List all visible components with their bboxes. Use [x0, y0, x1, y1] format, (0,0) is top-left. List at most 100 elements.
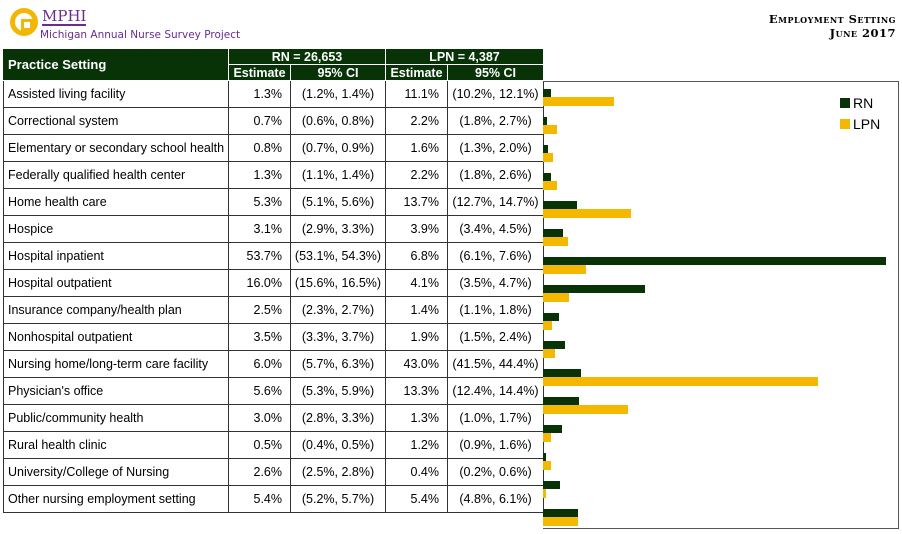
rn-estimate-cell: 3.1%	[228, 215, 291, 243]
setting-cell: Correctional system	[3, 107, 229, 135]
lpn-ci-cell: (12.7%, 14.7%)	[447, 188, 544, 216]
setting-cell: Home health care	[3, 188, 229, 216]
rn-ci-cell: (5.2%, 5.7%)	[290, 485, 386, 513]
rn-estimate-cell: 2.6%	[228, 458, 291, 486]
legend-label-lpn: LPN	[853, 116, 881, 132]
bar-lpn-6	[543, 265, 587, 274]
setting-cell: Other nursing employment setting	[3, 485, 229, 513]
setting-cell: Federally qualified health center	[3, 161, 229, 189]
rn-estimate-cell: 6.0%	[228, 350, 291, 378]
table-row: Federally qualified health center 1.3% (1.…	[3, 161, 544, 189]
rn-ci-cell: (53.1%, 54.3%)	[290, 242, 386, 270]
rn-ci-cell: (2.8%, 3.3%)	[290, 404, 386, 432]
lpn-ci-cell: (1.1%, 1.8%)	[447, 296, 544, 324]
rn-estimate-cell: 0.5%	[228, 431, 291, 459]
rn-estimate-cell: 1.3%	[228, 161, 291, 189]
rn-estimate-cell: 0.7%	[228, 107, 291, 135]
bar-rn-3	[543, 173, 552, 181]
lpn-estimate-cell: 43.0%	[385, 350, 448, 378]
bar-rn-15	[543, 509, 578, 517]
lpn-estimate-cell: 1.9%	[385, 323, 448, 351]
rn-estimate-cell: 53.7%	[228, 242, 291, 270]
org-name: MPHI	[42, 7, 87, 26]
table-row: Assisted living facility 1.3% (1.2%, 1.4%)…	[3, 80, 544, 108]
bar-rn-11	[543, 397, 579, 405]
lpn-ci-cell: (41.5%, 44.4%)	[447, 350, 544, 378]
bar-lpn-8	[543, 321, 552, 330]
setting-cell: Elementary or secondary school health	[3, 134, 229, 162]
lpn-ci-cell: (4.8%, 6.1%)	[447, 485, 544, 513]
bar-rn-8	[543, 313, 559, 321]
lpn-estimate-cell: 13.7%	[385, 188, 448, 216]
lpn-ci-cell: (0.2%, 0.6%)	[447, 458, 544, 486]
table-row: Other nursing employment setting 5.4% (5.2…	[3, 485, 544, 513]
lpn-estimate-cell: 5.4%	[385, 485, 448, 513]
lpn-ci-cell: (3.4%, 4.5%)	[447, 215, 544, 243]
bar-lpn-9	[543, 349, 556, 358]
rn-ci-cell: (2.3%, 2.7%)	[290, 296, 386, 324]
table-row: Hospital inpatient 53.7% (53.1%, 54.3%) 6.8…	[3, 242, 544, 270]
rn-ci-cell: (2.5%, 2.8%)	[290, 458, 386, 486]
table-row: Physician's office 5.6% (5.3%, 5.9%) 13.3%(…	[3, 377, 544, 405]
bar-rn-7	[543, 285, 646, 293]
bar-rn-12	[543, 425, 563, 433]
lpn-estimate-cell: 3.9%	[385, 215, 448, 243]
rn-estimate-cell: 2.5%	[228, 296, 291, 324]
rn-ci-cell: (15.6%, 16.5%)	[290, 269, 386, 297]
setting-cell: University/College of Nursing	[3, 458, 229, 486]
setting-cell: Nonhospital outpatient	[3, 323, 229, 351]
rn-estimate-cell: 3.0%	[228, 404, 291, 432]
rn-ci-cell: (0.6%, 0.8%)	[290, 107, 386, 135]
bar-rn-0	[543, 89, 552, 97]
setting-cell: Assisted living facility	[3, 80, 229, 108]
lpn-ci-cell: (12.4%, 14.4%)	[447, 377, 544, 405]
rn-estimate-cell: 5.6%	[228, 377, 291, 405]
table-row: Nursing home/long-term care facility 6.0%…	[3, 350, 544, 378]
bar-lpn-3	[543, 181, 558, 190]
legend-label-rn: RN	[853, 95, 874, 111]
rn-ci-cell: (2.9%, 3.3%)	[290, 215, 386, 243]
bar-lpn-7	[543, 293, 570, 302]
legend-swatch-lpn	[840, 119, 850, 129]
bar-rn-13	[543, 453, 547, 461]
rn-estimate-header: Estimate	[228, 64, 291, 81]
title-text: Employment Setting	[768, 12, 896, 26]
lpn-ci-cell: (1.0%, 1.7%)	[447, 404, 544, 432]
lpn-estimate-cell: 0.4%	[385, 458, 448, 486]
rn-estimate-cell: 0.8%	[228, 134, 291, 162]
setting-cell: Hospital outpatient	[3, 269, 229, 297]
lpn-ci-cell: (1.8%, 2.7%)	[447, 107, 544, 135]
table-row: Hospital outpatient 16.0% (15.6%, 16.5%) 4.…	[3, 269, 544, 297]
bar-rn-10	[543, 369, 582, 377]
lpn-ci-cell: (1.8%, 2.6%)	[447, 161, 544, 189]
project-name: Michigan Annual Nurse Survey Project	[40, 29, 241, 41]
bar-chart: RN LPN	[543, 81, 899, 529]
bar-lpn-0	[543, 97, 614, 106]
lpn-group-header: LPN = 4,387	[385, 48, 544, 65]
table-row: Insurance company/health plan 2.5% (2.3%, …	[3, 296, 544, 324]
rn-group-header: RN = 26,653	[228, 48, 386, 65]
bar-rn-9	[543, 341, 566, 349]
setting-cell: Hospital inpatient	[3, 242, 229, 270]
table-row: Rural health clinic 0.5% (0.4%, 0.5%) 1.2%(…	[3, 431, 544, 459]
rn-ci-cell: (5.1%, 5.6%)	[290, 188, 386, 216]
bar-lpn-13	[543, 461, 551, 470]
col-practice-setting: Practice Setting	[3, 48, 229, 81]
rn-ci-cell: (5.3%, 5.9%)	[290, 377, 386, 405]
lpn-ci-cell: (1.3%, 2.0%)	[447, 134, 544, 162]
table-row: University/College of Nursing 2.6% (2.5%, …	[3, 458, 544, 486]
setting-cell: Physician's office	[3, 377, 229, 405]
setting-cell: Nursing home/long-term care facility	[3, 350, 229, 378]
rn-ci-cell: (1.2%, 1.4%)	[290, 80, 386, 108]
legend-lpn: LPN	[840, 116, 880, 132]
bar-lpn-10	[543, 377, 818, 386]
bar-rn-14	[543, 481, 560, 489]
bar-rn-1	[543, 117, 548, 125]
bar-lpn-15	[543, 517, 578, 526]
lpn-estimate-cell: 13.3%	[385, 377, 448, 405]
legend-rn: RN	[840, 95, 873, 111]
bar-rn-5	[543, 229, 563, 237]
rn-ci-cell: (3.3%, 3.7%)	[290, 323, 386, 351]
legend-swatch-rn	[840, 98, 850, 108]
rn-ci-cell: (5.7%, 6.3%)	[290, 350, 386, 378]
